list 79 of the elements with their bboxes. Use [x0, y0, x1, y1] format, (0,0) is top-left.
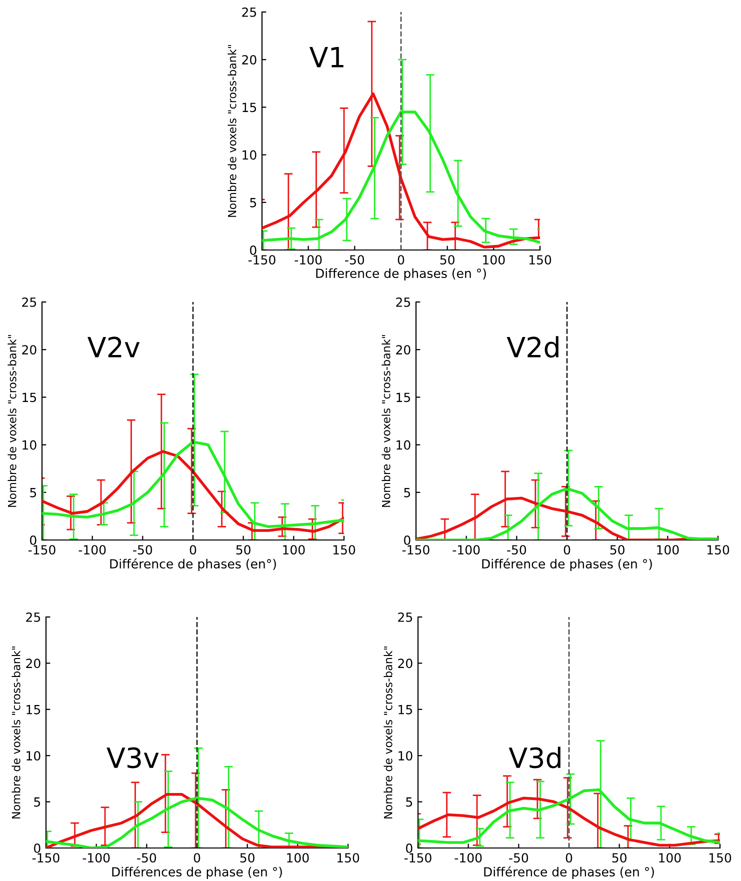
x-tick-label: -100: [452, 545, 480, 555]
text: V3v: [106, 747, 159, 768]
y-tick-label: 5: [34, 797, 40, 807]
x-tick-label: -100: [78, 545, 106, 555]
y-tick-label: 15: [396, 392, 410, 402]
y-tick-label: 10: [396, 440, 410, 450]
text: V3d: [508, 746, 560, 768]
x-tick-label: -50: [509, 853, 528, 863]
y-tick-label: 0: [406, 843, 412, 853]
x-tick-label: 150: [709, 853, 732, 863]
y-tick-label: 25: [242, 7, 256, 17]
x-tick-label: 0: [190, 545, 196, 555]
x-tick-label: 50: [610, 545, 624, 555]
x-tick-label: -50: [507, 545, 526, 555]
y-tick-label: 10: [398, 751, 412, 761]
x-tick-label: 100: [283, 545, 305, 555]
y-tick-label: 15: [26, 705, 40, 714]
y-tick-label: 25: [396, 297, 410, 307]
x-tick-label: 100: [657, 545, 679, 555]
y-tick-label: 5: [30, 488, 36, 498]
y-tick-label: 25: [22, 297, 36, 307]
y-tick-label: 20: [242, 55, 256, 65]
x-tick-label: 100: [483, 255, 505, 265]
y-tick-label: 25: [398, 612, 412, 622]
x-tick-label: 150: [337, 853, 360, 863]
x-tick-label: 0: [566, 853, 572, 863]
y-axis-title: Nombre de voxels "cross-bank": [12, 646, 20, 818]
x-tick-label: -150: [402, 545, 430, 555]
x-axis-title: Différence de phases (en °): [482, 558, 652, 571]
y-tick-label: 15: [242, 102, 256, 112]
y-tick-label: 0: [30, 535, 36, 545]
x-tick-label: 100: [287, 853, 309, 863]
y-axis-title: Nombre de voxels "cross-bank": [382, 335, 390, 507]
x-tick-label: 100: [659, 853, 681, 863]
x-axis-title: Différence de phases (en°): [110, 558, 276, 571]
text: V2d: [506, 336, 558, 358]
x-tick-label: 50: [236, 545, 250, 555]
x-tick-label: -150: [32, 853, 60, 863]
y-tick-label: 0: [250, 245, 256, 255]
x-tick-label: 150: [707, 545, 730, 555]
y-tick-label: 15: [22, 392, 36, 402]
x-tick-label: 0: [194, 853, 200, 863]
y-tick-label: 5: [406, 797, 412, 807]
y-tick-label: 20: [22, 345, 36, 355]
x-tick-label: 0: [564, 545, 570, 555]
text: V1: [309, 47, 344, 68]
x-tick-label: 50: [440, 255, 454, 265]
y-tick-label: 10: [242, 150, 256, 160]
y-tick-label: 0: [404, 535, 410, 545]
x-tick-label: -100: [82, 853, 110, 863]
x-axis-title: Différence de phases (en °): [484, 866, 654, 879]
x-tick-label: -150: [248, 255, 276, 265]
y-axis-title: Nombre de voxels "cross-bank": [8, 335, 16, 507]
y-tick-label: 20: [26, 658, 40, 668]
y-tick-label: 20: [396, 345, 410, 355]
y-tick-label: 15: [398, 705, 412, 714]
x-tick-label: -100: [454, 853, 482, 863]
x-tick-label: -100: [294, 255, 322, 265]
y-tick-label: 10: [22, 440, 36, 450]
y-tick-label: 20: [398, 658, 412, 668]
y-tick-label: 0: [34, 843, 40, 853]
x-tick-label: 150: [529, 255, 552, 265]
y-tick-label: 25: [26, 612, 40, 622]
x-tick-label: 50: [240, 853, 254, 863]
x-axis-title: Différences de phase (en °): [112, 866, 282, 879]
y-tick-label: 5: [404, 488, 410, 498]
x-tick-label: 50: [612, 853, 626, 863]
text: V2v: [88, 336, 140, 358]
x-tick-label: -50: [133, 545, 152, 555]
y-axis-title: Nombre de voxels "cross-bank": [384, 646, 392, 818]
y-tick-label: 10: [26, 751, 40, 761]
y-tick-label: 5: [250, 198, 256, 208]
x-tick-label: -150: [404, 853, 432, 863]
x-tick-label: -50: [137, 853, 156, 863]
x-axis-title: Difference de phases (en °): [316, 268, 486, 280]
x-tick-label: 150: [333, 545, 356, 555]
y-axis-title: Nombre de voxels "cross-bank": [228, 45, 236, 217]
x-tick-label: -150: [28, 545, 56, 555]
x-tick-label: -50: [345, 255, 364, 265]
